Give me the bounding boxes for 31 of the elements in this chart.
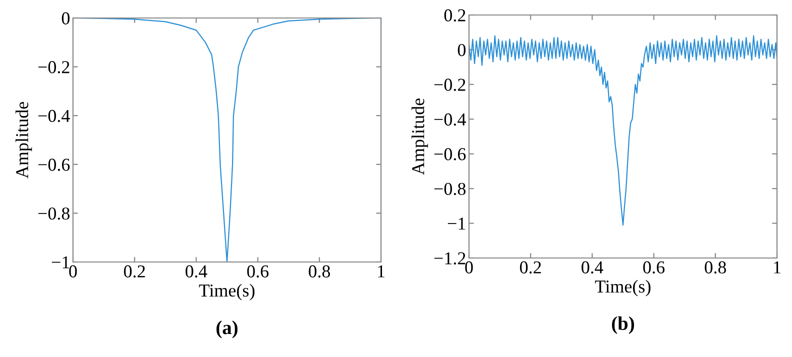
- y-axis-title: Amplitude: [412, 98, 428, 175]
- y-tick-label: −0.8: [434, 182, 466, 196]
- y-tick-label: −1: [52, 256, 70, 268]
- y-tick-label: −0.6: [38, 158, 70, 171]
- y-tick-label: −0.2: [38, 61, 70, 74]
- x-tick-label: 1: [378, 265, 384, 278]
- x-axis-title: Time(s): [595, 280, 650, 296]
- text: (b): [612, 316, 634, 334]
- x-tick-label: 0.8: [308, 265, 330, 278]
- y-tick-label: 0.2: [444, 9, 466, 22]
- y-tick-label: −0.6: [434, 148, 466, 160]
- y-tick-label: −0.2: [434, 78, 466, 91]
- y-tick-label: −1.2: [434, 252, 466, 265]
- text: (a): [216, 320, 238, 338]
- x-tick-label: 1: [774, 261, 780, 274]
- x-tick-label: 0.4: [582, 261, 604, 274]
- line-series: [469, 35, 777, 226]
- y-tick-label: −0.8: [38, 207, 70, 220]
- x-tick-label: 0.2: [520, 261, 541, 274]
- y-tick-label: −0.4: [434, 113, 466, 126]
- x-tick-label: 0.8: [704, 261, 726, 274]
- x-axis-title: Time(s): [199, 284, 254, 300]
- y-tick-label: 0: [458, 44, 466, 56]
- x-tick-label: 0.6: [643, 261, 665, 274]
- x-tick-label: 0.2: [124, 265, 145, 278]
- y-tick-label: −0.4: [38, 110, 70, 122]
- y-tick-label: 0: [62, 12, 70, 24]
- x-tick-label: 0.6: [247, 265, 269, 278]
- y-tick-label: −1: [448, 218, 466, 230]
- y-axis-title: Amplitude: [16, 102, 32, 178]
- x-tick-label: 0.4: [186, 265, 208, 278]
